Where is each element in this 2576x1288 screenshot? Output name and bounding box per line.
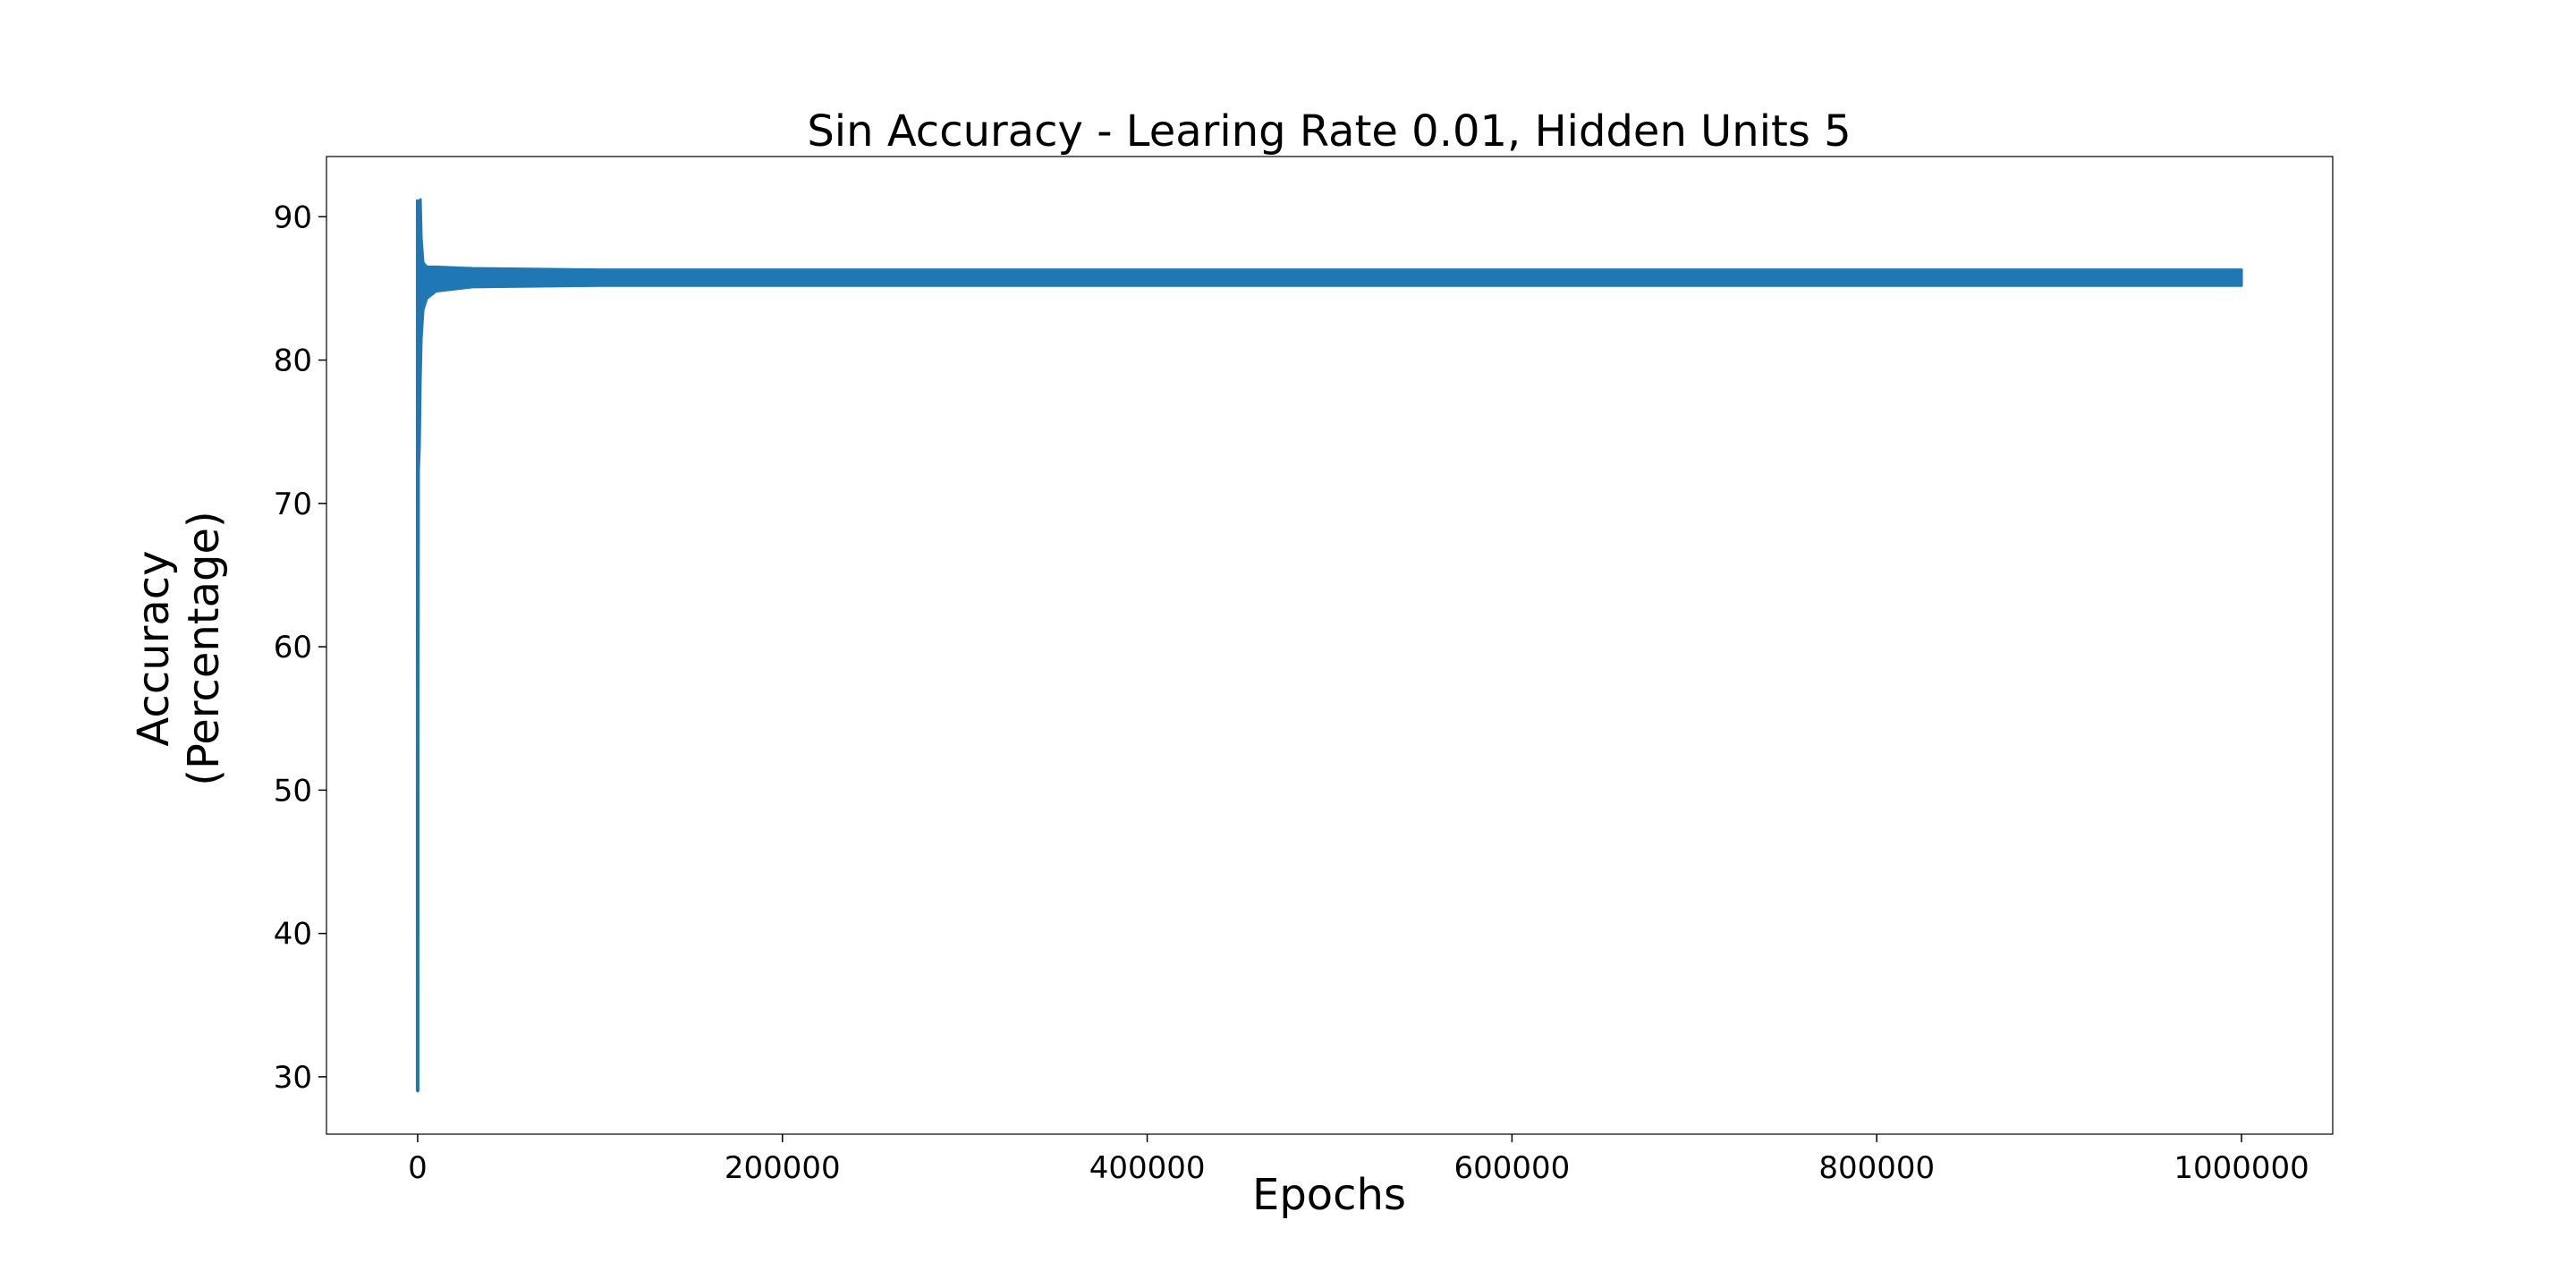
x-tick-label: 800000 [1818, 1150, 1935, 1186]
y-tick-label: 30 [274, 1060, 312, 1096]
plot-area [326, 156, 2334, 1135]
x-tick-label: 1000000 [2174, 1150, 2309, 1186]
y-tick-label: 40 [274, 917, 312, 953]
chart-title: Sin Accuracy - Learing Rate 0.01, Hidden… [807, 106, 1851, 157]
y-tick-label: 90 [274, 199, 312, 235]
x-tick-label: 400000 [1089, 1150, 1206, 1186]
y-axis-label-line2: (Percentage) [179, 511, 229, 785]
x-tick-label: 200000 [724, 1150, 841, 1186]
y-tick-label: 50 [274, 773, 312, 809]
plot-frame [326, 156, 2334, 1135]
accuracy-series-band [416, 198, 2243, 1093]
x-tick-label: 600000 [1454, 1150, 1571, 1186]
y-axis: 30 40 50 60 70 80 90 [274, 199, 326, 1096]
y-tick-label: 70 [274, 487, 312, 522]
y-tick-label: 60 [274, 630, 312, 665]
y-tick-label: 80 [274, 343, 312, 379]
x-axis: 0 200000 400000 600000 800000 1000000 [408, 1134, 2309, 1186]
x-axis-label: Epochs [1252, 1170, 1406, 1220]
y-axis-label-line1: Accuracy [129, 550, 179, 746]
x-tick-label: 0 [408, 1150, 428, 1186]
